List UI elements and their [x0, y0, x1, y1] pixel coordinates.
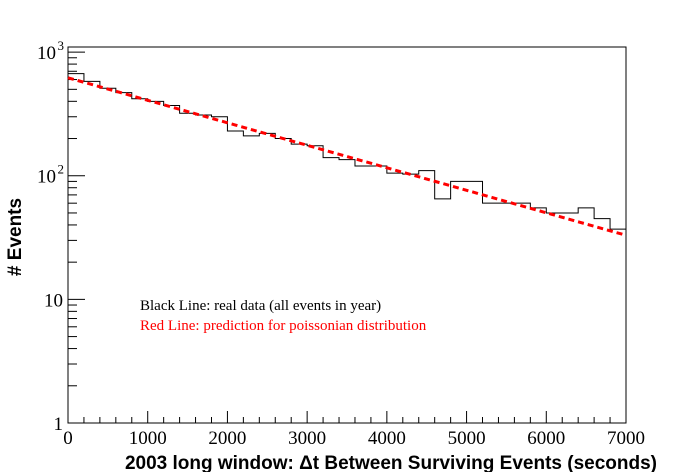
x-tick-label: 0: [63, 428, 73, 449]
data-histogram: [68, 73, 627, 233]
prediction-curve: [67, 76, 627, 237]
y-tick-exponent: 3: [58, 38, 65, 53]
y-tick-label: 10: [37, 43, 56, 64]
y-tick-label: 1: [54, 414, 64, 435]
y-tick-label: 10: [44, 290, 63, 311]
x-tick-label: 5000: [448, 428, 486, 449]
legend-red-line: Red Line: prediction for poissonian dist…: [140, 318, 427, 334]
plot-marks: [67, 73, 627, 237]
y-tick-label: 10: [37, 167, 56, 188]
x-tick-label: 3000: [288, 428, 326, 449]
x-tick-label: 2000: [208, 428, 246, 449]
x-axis-label: 2003 long window: Δt Between Surviving E…: [125, 453, 657, 472]
x-tick-label: 1000: [129, 428, 167, 449]
plot-frame: [67, 46, 627, 424]
y-tick-exponent: 2: [58, 162, 65, 177]
x-axis: 0 1000 2000 3000 4000 5000 6000 7000: [63, 411, 645, 449]
legend-black-line: Black Line: real data (all events in yea…: [140, 298, 381, 314]
x-tick-label: 4000: [368, 428, 406, 449]
x-tick-label: 7000: [607, 428, 645, 449]
y-axis-label: # Events: [5, 198, 26, 276]
x-tick-label: 6000: [527, 428, 565, 449]
